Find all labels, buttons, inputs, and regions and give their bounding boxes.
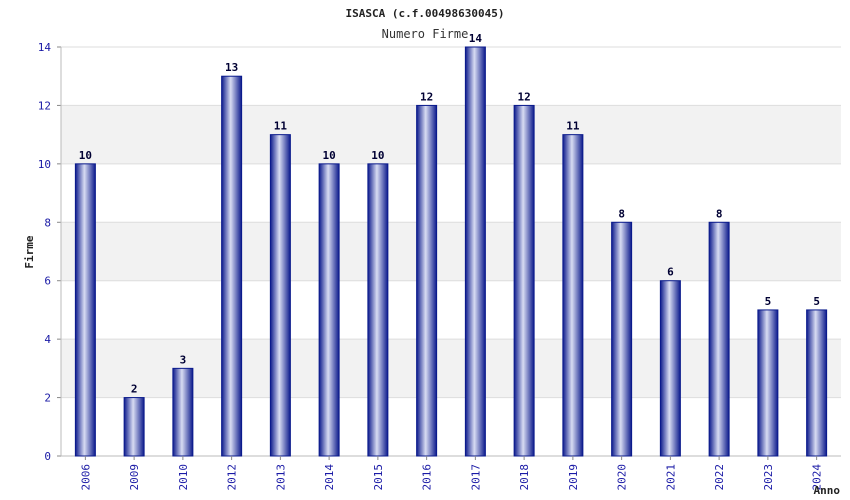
y-tick-label: 2 — [44, 392, 51, 405]
bar-2015 — [367, 163, 389, 457]
chart-title: ISASCA (c.f.00498630045) — [346, 7, 505, 20]
bar-2023 — [757, 309, 779, 457]
bar-2010 — [172, 367, 194, 457]
x-tick-label-2022: 2022 — [713, 464, 726, 491]
x-tick-label-2014: 2014 — [323, 464, 336, 491]
data-label-2016: 12 — [420, 90, 433, 103]
x-tick-label-2012: 2012 — [226, 464, 239, 491]
x-tick-label-2021: 2021 — [664, 464, 677, 491]
data-label-2012: 13 — [225, 61, 238, 74]
chart-subtitle: Numero Firme — [382, 27, 469, 41]
data-label-2023: 5 — [765, 295, 772, 308]
x-tick-labels: 2006 2009 2010 2012 2013 2014 2015 2016 2017 2018… — [79, 456, 824, 491]
data-label-2015: 10 — [371, 149, 384, 162]
y-tick-label: 8 — [44, 216, 51, 229]
x-tick-label-2009: 2009 — [128, 464, 141, 491]
y-axis-label: Firme — [23, 235, 36, 268]
data-label-2017: 14 — [469, 32, 483, 45]
data-label-2010: 3 — [180, 353, 187, 366]
y-tick-label: 14 — [38, 41, 52, 54]
x-tick-label-2023: 2023 — [762, 464, 775, 491]
y-tick-labels: 0 2 4 6 8 10 12 14 — [38, 41, 52, 463]
data-label-2013: 11 — [274, 120, 288, 133]
bar-2009 — [123, 397, 145, 457]
data-label-2009: 2 — [131, 383, 138, 396]
data-label-2020: 8 — [618, 207, 625, 220]
bar-2024 — [806, 309, 828, 457]
x-tick-label-2010: 2010 — [177, 464, 190, 491]
bar-2018 — [513, 104, 535, 457]
y-tick-label: 4 — [44, 333, 51, 346]
data-label-2022: 8 — [716, 207, 723, 220]
data-label-2014: 10 — [323, 149, 336, 162]
bar-2020 — [611, 221, 633, 457]
bar-2017 — [464, 46, 486, 457]
x-tick-label-2018: 2018 — [518, 464, 531, 491]
bar-2012 — [221, 75, 243, 457]
x-tick-label-2006: 2006 — [79, 464, 92, 491]
bar-2021 — [659, 280, 681, 457]
x-tick-label-2019: 2019 — [567, 464, 580, 491]
x-tick-label-2020: 2020 — [616, 464, 629, 491]
data-label-2024: 5 — [813, 295, 820, 308]
x-tick-label-2017: 2017 — [469, 464, 482, 491]
y-tick-label: 6 — [44, 275, 51, 288]
data-label-2018: 12 — [518, 90, 531, 103]
data-label-2021: 6 — [667, 266, 674, 279]
x-tick-label-2013: 2013 — [274, 464, 287, 491]
y-tick-label: 10 — [38, 158, 51, 171]
x-tick-label-2015: 2015 — [372, 464, 385, 491]
x-tick-label-2024: 2024 — [811, 464, 824, 491]
y-tick-label: 12 — [38, 99, 51, 112]
bar-2016 — [416, 104, 438, 457]
grid-band — [61, 105, 841, 164]
bar-2014 — [318, 163, 340, 457]
x-tick-label-2016: 2016 — [421, 464, 434, 491]
data-label-2006: 10 — [79, 149, 92, 162]
bar-2019 — [562, 134, 584, 457]
bar-2006 — [74, 163, 96, 457]
bar-2022 — [708, 221, 730, 457]
data-labels: 10 2 3 13 11 10 10 12 14 12 11 8 6 8 5 5 — [79, 32, 820, 396]
x-axis-label: Anno — [814, 484, 841, 497]
data-label-2019: 11 — [566, 120, 580, 133]
bar-2013 — [269, 134, 291, 457]
y-tick-label: 0 — [44, 450, 51, 463]
